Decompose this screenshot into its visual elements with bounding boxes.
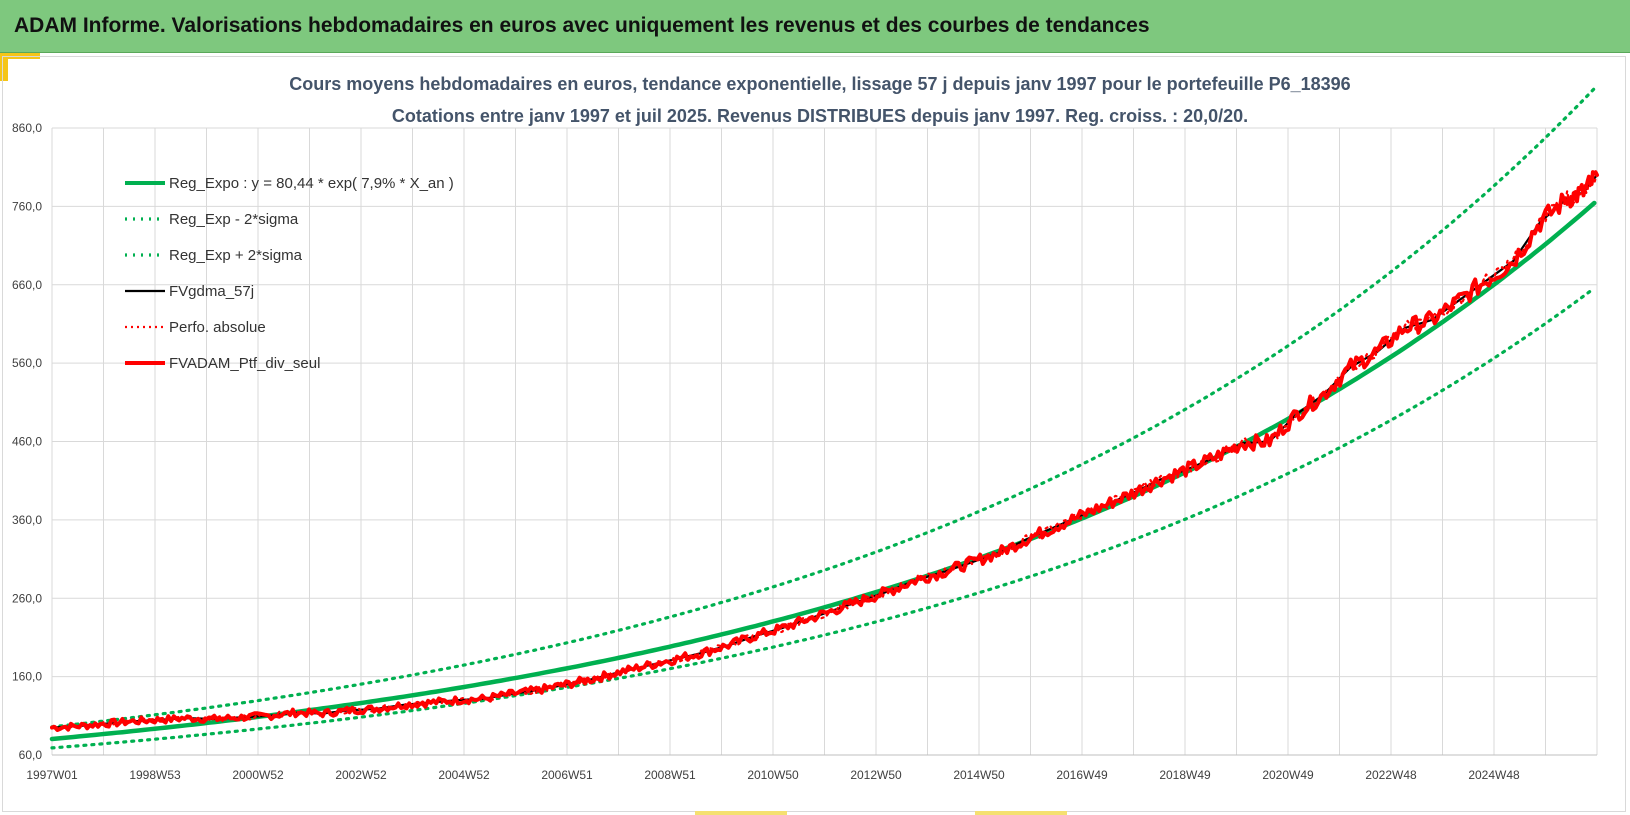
x-tick-label: 2014W50: [953, 768, 1005, 782]
chart-subtitle: Cotations entre janv 1997 et juil 2025. …: [392, 106, 1248, 126]
accent-bar-left: [0, 53, 8, 81]
legend-label-2: Reg_Exp + 2*sigma: [169, 247, 303, 264]
y-tick-label: 260,0: [12, 591, 42, 605]
x-tick-label: 2012W50: [850, 768, 902, 782]
x-tick-label: 2008W51: [644, 768, 696, 782]
header-bar: ADAM Informe. Valorisations hebdomadaire…: [0, 0, 1630, 53]
y-tick-label: 660,0: [12, 278, 42, 292]
y-tick-label: 160,0: [12, 670, 42, 684]
legend: Reg_Expo : y = 80,44 * exp( 7,9% * X_an …: [125, 175, 454, 372]
x-tick-label: 2018W49: [1159, 768, 1211, 782]
series-line-0: [49, 200, 1597, 742]
legend-label-3: FVgdma_57j: [169, 283, 254, 300]
y-tick-label: 460,0: [12, 435, 42, 449]
series: [49, 86, 1599, 750]
x-tick-label: 2024W48: [1468, 768, 1520, 782]
x-tick-label: 2000W52: [232, 768, 284, 782]
footer-accent-2: [975, 811, 1067, 815]
footer-accent-1: [695, 811, 787, 815]
x-tick-label: 2010W50: [747, 768, 799, 782]
legend-label-1: Reg_Exp - 2*sigma: [169, 211, 299, 228]
y-tick-label: 860,0: [12, 121, 42, 135]
y-tick-label: 560,0: [12, 356, 42, 370]
x-tick-label: 2004W52: [438, 768, 490, 782]
grid: [51, 127, 1598, 756]
axes: 60,0 160,0 260,0 360,0 460,0 560,0 660,0 760,0 8…: [12, 121, 1597, 782]
x-tick-label: 2002W52: [335, 768, 387, 782]
chart-title: Cours moyens hebdomadaires en euros, ten…: [289, 74, 1350, 94]
series-line-2: [50, 86, 1596, 729]
series-line-5: [50, 170, 1599, 732]
legend-label-5: FVADAM_Ptf_div_seul: [169, 355, 320, 372]
y-tick-label: 360,0: [12, 513, 42, 527]
x-tick-label: 2016W49: [1056, 768, 1108, 782]
x-tick-label: 2020W49: [1262, 768, 1314, 782]
page-title: ADAM Informe. Valorisations hebdomadaire…: [14, 14, 1150, 37]
x-tick-label: 1997W01: [26, 768, 78, 782]
series-line-4: [50, 173, 1599, 731]
x-tick-label: 1998W53: [129, 768, 181, 782]
legend-label-4: Perfo. absolue: [169, 319, 266, 336]
x-tick-label: 2006W51: [541, 768, 593, 782]
chart-frame: [2, 56, 1626, 812]
x-tick-label: 2022W48: [1365, 768, 1417, 782]
series-line-1: [50, 286, 1596, 750]
y-tick-label: 760,0: [12, 199, 42, 213]
legend-label-0: Reg_Expo : y = 80,44 * exp( 7,9% * X_an …: [169, 175, 454, 192]
y-tick-label: 60,0: [19, 748, 43, 762]
